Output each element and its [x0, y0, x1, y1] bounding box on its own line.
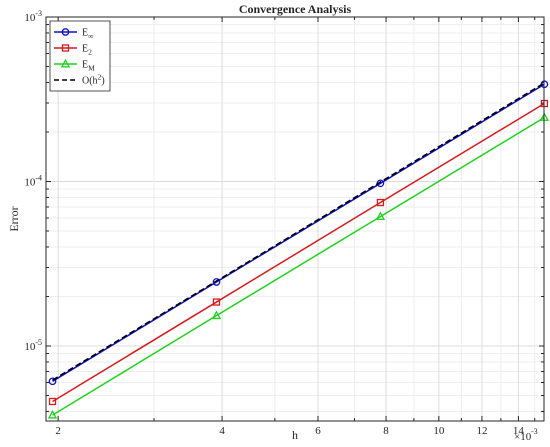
data-point-e-2 [376, 198, 385, 207]
data-point-e-2 [48, 397, 57, 406]
x-axis-scale-factor: ×10 -3 [514, 427, 538, 443]
legend-marker-e-2 [61, 44, 70, 52]
x-tick-label: 4 [219, 425, 225, 437]
plot-frame [45, 16, 545, 422]
legend-label-e-m: EM [82, 60, 95, 73]
series-layer [47, 80, 550, 419]
grid-layer [46, 16, 544, 421]
series-line-e-inf [52, 83, 545, 382]
legend: E∞ E2 EMO(h2) [49, 20, 111, 92]
data-point-e-inf [48, 377, 57, 386]
data-point-e-m [375, 211, 386, 221]
legend-label-e-inf: E∞ [82, 28, 93, 41]
legend-entry-e-inf: E∞ [54, 28, 93, 41]
x-tick-label: 6 [315, 425, 321, 437]
legend-entry-e-m: EM [54, 58, 95, 73]
data-point-e-m [211, 310, 222, 320]
legend-entry-e-2: E2 [54, 44, 92, 57]
x-tick-label: 10 [433, 425, 445, 437]
y-tick-label: 10-5 [24, 338, 42, 353]
series-line-e-2 [52, 102, 545, 403]
legend-marker-e-inf [61, 28, 70, 36]
x-tick-label: 8 [383, 425, 389, 437]
series-o-h2 [52, 82, 545, 381]
y-axis-label: Error [7, 206, 21, 231]
tick-layer: 2 4 6 8 10 12 14 10-5 10-4 10-3 [24, 9, 544, 437]
series-line-o-h2 [52, 82, 545, 381]
x-tick-label: 2 [55, 425, 61, 437]
legend-entry-o-h2: O(h2) [54, 73, 105, 87]
series-line-e-m [52, 116, 545, 416]
x-axis-scale-factor-exponent: -3 [531, 427, 538, 436]
data-point-e-inf [212, 278, 221, 286]
legend-label-o-h2: O(h2) [82, 73, 105, 87]
data-point-e-2 [212, 298, 221, 306]
x-axis-label: h [292, 428, 298, 442]
x-axis-scale-factor-base: ×10 [514, 431, 532, 443]
data-point-e-m [47, 409, 58, 419]
legend-label-e-2: E2 [82, 44, 92, 57]
y-tick-label: 10-4 [24, 173, 42, 188]
x-tick-label: 12 [476, 425, 487, 437]
y-tick-label: 10-3 [24, 9, 42, 24]
legend-marker-e-m [60, 58, 71, 68]
x-tick-label: 14 [513, 425, 525, 437]
chart-title: Convergence Analysis [239, 2, 352, 16]
